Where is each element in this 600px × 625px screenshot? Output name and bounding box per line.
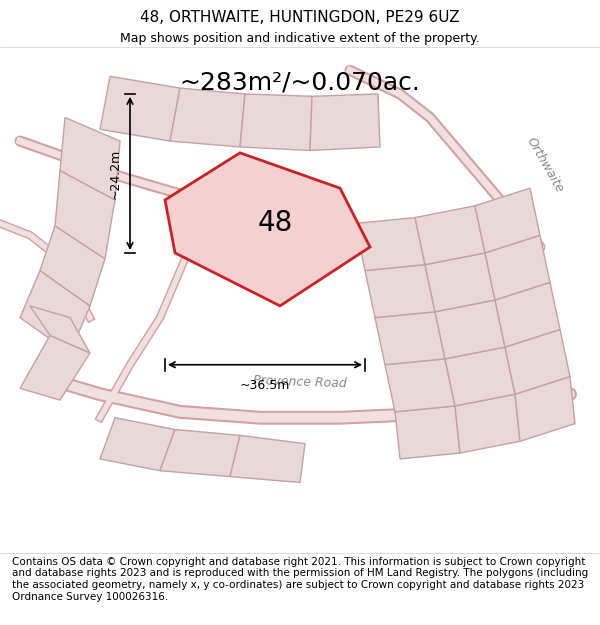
Polygon shape [395,406,460,459]
Text: ~283m²/~0.070ac.: ~283m²/~0.070ac. [179,70,421,94]
Polygon shape [230,436,305,482]
Polygon shape [240,94,312,151]
Polygon shape [20,336,90,400]
Text: Orthwaite: Orthwaite [524,134,566,194]
Polygon shape [515,376,575,441]
Polygon shape [40,226,105,306]
Polygon shape [355,217,425,271]
Polygon shape [445,347,515,406]
Polygon shape [30,306,90,353]
Polygon shape [55,171,115,259]
Polygon shape [475,188,540,253]
Polygon shape [455,394,520,453]
Polygon shape [100,76,180,141]
Polygon shape [385,359,455,412]
Polygon shape [485,235,550,300]
Polygon shape [425,253,495,312]
Polygon shape [505,329,570,394]
Polygon shape [375,312,445,365]
Polygon shape [20,271,90,353]
Text: Map shows position and indicative extent of the property.: Map shows position and indicative extent… [120,32,480,45]
Polygon shape [160,429,240,477]
Polygon shape [100,418,175,471]
Text: 48, ORTHWAITE, HUNTINGDON, PE29 6UZ: 48, ORTHWAITE, HUNTINGDON, PE29 6UZ [140,10,460,25]
Polygon shape [495,282,560,347]
Text: 48: 48 [257,209,293,238]
Text: Contains OS data © Crown copyright and database right 2021. This information is : Contains OS data © Crown copyright and d… [12,557,588,601]
Polygon shape [415,206,485,264]
Polygon shape [435,300,505,359]
Polygon shape [365,264,435,318]
Text: ~36.5m: ~36.5m [240,379,290,392]
Polygon shape [170,88,245,147]
Polygon shape [310,94,380,151]
Text: ~24.2m: ~24.2m [109,148,122,199]
Text: Provence Road: Provence Road [253,374,347,391]
Polygon shape [60,118,120,200]
Polygon shape [165,153,370,306]
